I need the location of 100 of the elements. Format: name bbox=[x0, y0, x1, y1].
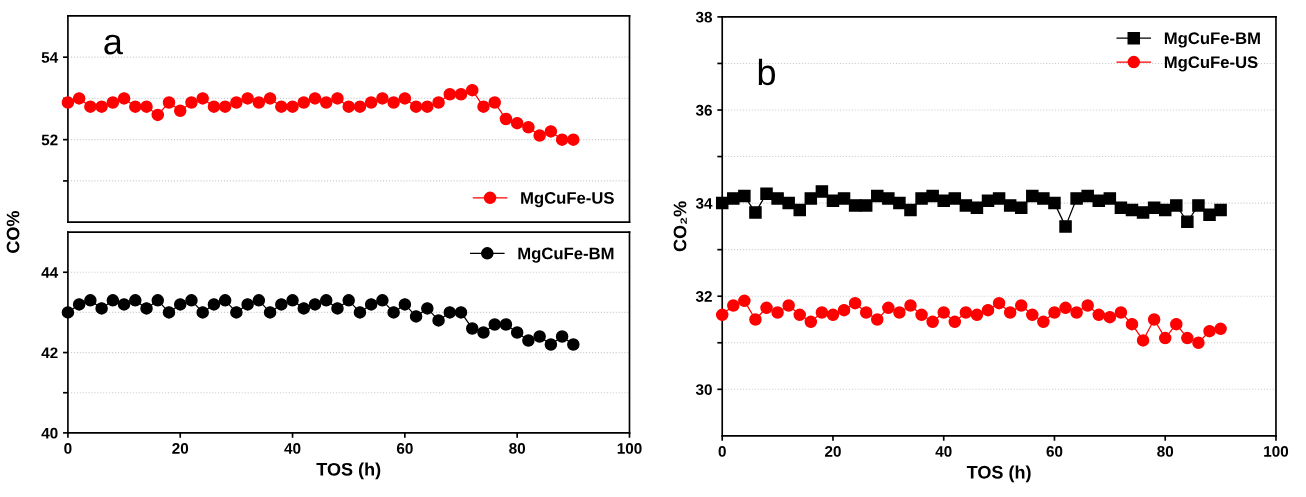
point bbox=[95, 302, 108, 315]
point bbox=[981, 303, 995, 317]
point bbox=[749, 206, 762, 219]
x-tick-label: 20 bbox=[172, 443, 189, 454]
point bbox=[353, 100, 367, 113]
point bbox=[162, 96, 176, 109]
point bbox=[510, 116, 524, 130]
point bbox=[1114, 306, 1128, 319]
point bbox=[937, 194, 950, 208]
point bbox=[84, 294, 97, 307]
point bbox=[749, 313, 762, 326]
point bbox=[364, 96, 378, 109]
point bbox=[815, 185, 829, 198]
point bbox=[1081, 299, 1094, 312]
point bbox=[937, 306, 950, 319]
point bbox=[1214, 203, 1227, 217]
point bbox=[760, 301, 773, 315]
point bbox=[727, 299, 740, 312]
point bbox=[1037, 192, 1050, 205]
point bbox=[84, 100, 97, 113]
point bbox=[544, 125, 558, 138]
x-tick-label: 20 bbox=[825, 445, 841, 457]
point bbox=[308, 298, 322, 311]
point bbox=[173, 298, 187, 311]
point bbox=[1125, 317, 1139, 331]
point bbox=[1081, 189, 1094, 203]
point bbox=[432, 314, 445, 327]
point bbox=[319, 294, 333, 307]
point bbox=[1092, 308, 1106, 322]
point bbox=[196, 306, 209, 319]
point bbox=[72, 298, 86, 311]
x-tick-label: 100 bbox=[1264, 445, 1289, 457]
point bbox=[1203, 208, 1216, 221]
point bbox=[421, 100, 434, 113]
point bbox=[286, 294, 299, 307]
point bbox=[308, 92, 322, 105]
point bbox=[387, 96, 400, 109]
point bbox=[893, 306, 906, 319]
point bbox=[882, 301, 895, 315]
point bbox=[263, 92, 277, 105]
point bbox=[140, 100, 153, 113]
point bbox=[893, 196, 906, 210]
point bbox=[151, 294, 165, 307]
point bbox=[454, 88, 468, 101]
point bbox=[782, 299, 795, 312]
point bbox=[162, 306, 176, 319]
point bbox=[477, 100, 490, 113]
y-tick-label: 32 bbox=[695, 291, 712, 302]
point bbox=[398, 92, 412, 105]
point bbox=[196, 92, 209, 105]
point bbox=[421, 302, 434, 315]
point bbox=[926, 189, 939, 203]
point bbox=[848, 296, 862, 310]
y-axis-title: CO₂% bbox=[673, 201, 687, 252]
point bbox=[970, 308, 984, 322]
point bbox=[760, 187, 773, 201]
point bbox=[959, 306, 973, 319]
point bbox=[275, 298, 288, 311]
point bbox=[465, 83, 479, 97]
point bbox=[1181, 215, 1194, 228]
x-tick-label: 60 bbox=[396, 443, 413, 454]
point bbox=[432, 96, 445, 109]
point bbox=[555, 133, 569, 146]
x-tick-label: 60 bbox=[1046, 445, 1063, 457]
point bbox=[815, 306, 829, 319]
point bbox=[1192, 336, 1205, 350]
x-axis-title: TOS (h) bbox=[316, 462, 381, 480]
point bbox=[488, 318, 501, 331]
point bbox=[286, 100, 299, 113]
point bbox=[727, 192, 740, 205]
point bbox=[1059, 301, 1072, 315]
point bbox=[793, 203, 806, 217]
point bbox=[1059, 220, 1072, 233]
point bbox=[95, 100, 108, 113]
point bbox=[297, 302, 311, 315]
point bbox=[522, 334, 535, 347]
point bbox=[263, 306, 277, 319]
point bbox=[1158, 331, 1172, 345]
point bbox=[1070, 306, 1083, 319]
point bbox=[443, 88, 457, 101]
point bbox=[207, 100, 221, 113]
point bbox=[185, 294, 198, 307]
point bbox=[926, 315, 939, 329]
x-tick-label: 80 bbox=[509, 443, 526, 454]
point bbox=[904, 203, 917, 217]
point bbox=[398, 298, 412, 311]
point bbox=[782, 196, 795, 210]
point bbox=[1003, 306, 1017, 319]
legend-label: MgCuFe-US bbox=[521, 191, 614, 208]
point bbox=[275, 100, 288, 113]
point bbox=[488, 96, 501, 109]
point bbox=[173, 104, 187, 118]
point bbox=[241, 298, 254, 311]
annotation: a bbox=[104, 34, 123, 55]
point bbox=[837, 192, 851, 205]
point bbox=[376, 92, 389, 105]
point bbox=[409, 310, 423, 323]
point bbox=[409, 100, 423, 113]
y-tick-label: 34 bbox=[695, 197, 713, 209]
point bbox=[353, 306, 367, 319]
